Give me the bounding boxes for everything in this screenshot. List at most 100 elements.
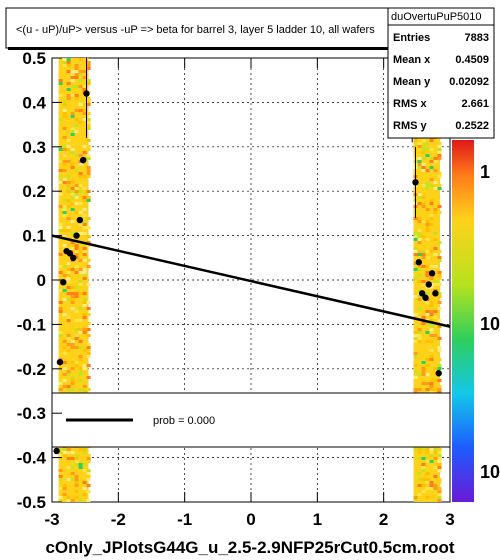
band-0-cell-35 <box>70 85 75 88</box>
chart-title: <(u - uP)/uP> versus -uP => beta for bar… <box>16 24 375 36</box>
stats-label-0: Entries <box>393 32 430 44</box>
band-1-cell-211 <box>413 253 418 256</box>
band-1-cell-220 <box>413 262 418 265</box>
band-0-cell-171 <box>70 196 75 199</box>
band-0-cell-348 <box>78 340 83 343</box>
band-1-cell-100 <box>429 148 434 151</box>
band-0-cell-373 <box>70 361 75 364</box>
band-1-cell-452 <box>429 481 434 484</box>
band-0-cell-220 <box>58 241 63 244</box>
colz-label-1: 1 <box>480 162 490 182</box>
band-1-cell-340 <box>429 382 434 385</box>
band-0-cell-364 <box>70 355 75 358</box>
band-0-cell-550 <box>86 490 91 493</box>
band-1-cell-252 <box>425 292 430 295</box>
band-0-cell-352 <box>62 346 67 349</box>
band-0-cell-86 <box>82 127 87 130</box>
band-0-cell-293 <box>74 292 79 295</box>
band-0-cell-392 <box>78 376 83 379</box>
band-0-cell-272 <box>82 274 87 277</box>
profile-point-14 <box>418 290 426 297</box>
band-1-cell-472 <box>413 499 418 502</box>
band-0-cell-78 <box>74 121 79 124</box>
band-0-cell-130 <box>74 163 79 166</box>
band-0-cell-312 <box>78 307 83 310</box>
band-0-cell-308 <box>82 304 87 307</box>
band-1-cell-201 <box>437 241 442 244</box>
band-0-cell-315 <box>74 310 79 313</box>
band-0-cell-192 <box>74 211 79 214</box>
band-0-cell-274 <box>82 277 87 280</box>
band-0-cell-356 <box>86 346 91 349</box>
band-0-cell-53 <box>62 100 67 103</box>
band-0-cell-531 <box>86 475 91 478</box>
band-0-cell-278 <box>78 280 83 283</box>
band-0-cell-504 <box>74 454 79 457</box>
band-0-cell-508 <box>70 457 75 460</box>
band-0-cell-198 <box>70 220 75 223</box>
band-1-cell-99 <box>425 148 430 151</box>
band-1-cell-263 <box>429 301 434 304</box>
band-0-cell-377 <box>82 364 87 367</box>
band-0-cell-361 <box>62 352 67 355</box>
band-1-cell-228 <box>425 271 430 274</box>
band-0-cell-121 <box>86 157 91 160</box>
band-0-cell-111 <box>82 151 87 154</box>
band-0-cell-562 <box>86 499 91 502</box>
colz-label-3: 10 <box>480 462 500 482</box>
band-1-cell-202 <box>429 244 434 247</box>
band-0-cell-341 <box>74 334 79 337</box>
band-0-cell-289 <box>58 289 63 292</box>
band-0-cell-187 <box>74 205 79 208</box>
band-0-cell-253 <box>58 265 63 268</box>
band-0-cell-161 <box>82 187 87 190</box>
band-0-cell-21 <box>70 73 75 76</box>
band-0-cell-69 <box>70 112 75 115</box>
band-1-cell-98 <box>421 148 426 151</box>
band-1-cell-317 <box>433 355 438 358</box>
band-1-cell-437 <box>433 466 438 469</box>
band-1-cell-235 <box>429 277 434 280</box>
band-0-cell-369 <box>74 358 79 361</box>
band-0-cell-215 <box>78 232 83 235</box>
band-0-cell-72 <box>62 115 67 118</box>
band-0-cell-14 <box>66 70 71 73</box>
band-0-cell-25 <box>74 76 79 79</box>
band-1-cell-315 <box>425 355 430 358</box>
band-0-cell-381 <box>70 367 75 370</box>
band-0-cell-405 <box>70 385 75 388</box>
band-1-cell-419 <box>421 454 426 457</box>
band-1-cell-204 <box>433 247 438 250</box>
band-0-cell-31 <box>58 82 63 85</box>
band-1-cell-129 <box>433 175 438 178</box>
band-0-cell-26 <box>82 76 87 79</box>
band-1-cell-450 <box>437 478 442 481</box>
band-0-cell-131 <box>78 163 83 166</box>
band-1-cell-446 <box>417 478 422 481</box>
band-0-cell-557 <box>78 496 83 499</box>
marker-7 <box>76 216 84 224</box>
band-0-cell-185 <box>62 205 67 208</box>
band-1-cell-249 <box>417 289 422 292</box>
band-1-cell-169 <box>433 211 438 214</box>
band-1-cell-222 <box>421 265 426 268</box>
band-0-cell-80 <box>86 121 91 124</box>
band-0-cell-382 <box>78 367 83 370</box>
band-1-cell-443 <box>433 472 438 475</box>
band-0-cell-184 <box>58 205 63 208</box>
band-0-cell-406 <box>78 385 83 388</box>
band-1-cell-290 <box>429 328 434 331</box>
band-0-cell-271 <box>78 274 83 277</box>
band-0-cell-109 <box>70 151 75 154</box>
band-0-cell-15 <box>70 70 75 73</box>
band-1-cell-134 <box>425 181 430 184</box>
band-0-cell-106 <box>70 148 75 151</box>
y-tick-label-0: -0.5 <box>17 493 46 512</box>
band-1-cell-303 <box>417 340 422 343</box>
band-0-cell-333 <box>86 328 91 331</box>
band-0-cell-52 <box>58 100 63 103</box>
band-1-cell-233 <box>413 277 418 280</box>
band-0-cell-317 <box>82 313 87 316</box>
band-0-cell-28 <box>70 79 75 82</box>
band-1-cell-318 <box>425 358 430 361</box>
